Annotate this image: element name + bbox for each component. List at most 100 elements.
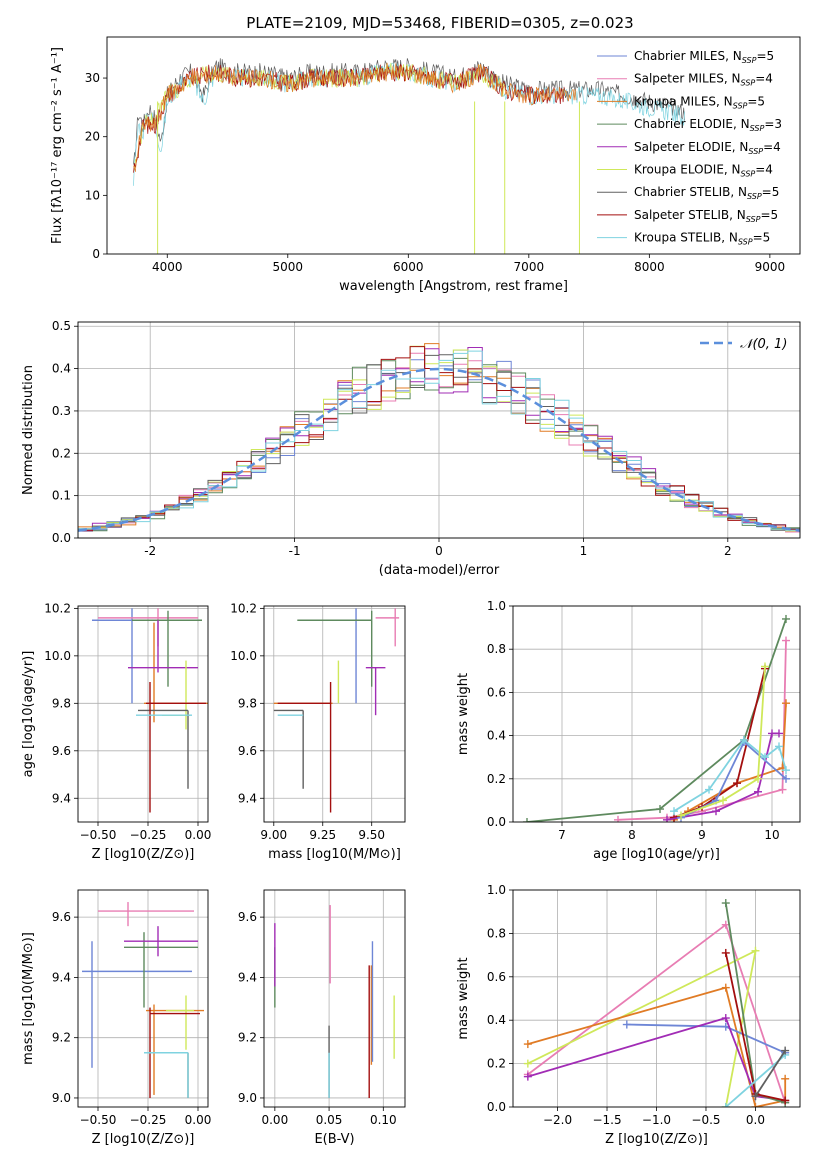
- axes-frame: 4000 5000 6000 7000 8000 9000 0 10 20 30 wavelengt…: [50, 36, 801, 294]
- y-tick-label: 0.5: [52, 319, 71, 333]
- weight-marker-chabrier-elodie: [656, 805, 664, 814]
- normal-curve: [78, 367, 800, 532]
- weight-marker-kroupa-stelib: [782, 766, 790, 775]
- y-tick-label: 0.2: [487, 772, 506, 786]
- x-tick-label: 8: [628, 828, 636, 842]
- grid: [264, 890, 405, 1107]
- grid: [264, 606, 405, 822]
- weight-marker-salpeter-stelib: [733, 779, 741, 788]
- x-tick-label: −1.0: [642, 1113, 671, 1127]
- x-axis-label: (data-model)/error: [379, 563, 500, 578]
- x-tick-label: 10: [764, 828, 779, 842]
- x-tick-label: −0.25: [130, 828, 167, 842]
- x-tick-label: 0.0: [746, 1113, 765, 1127]
- x-tick-label: −0.50: [80, 1113, 117, 1127]
- x-tick-label: 0: [435, 544, 443, 558]
- weight-marker-salpeter-elodie: [721, 1014, 730, 1023]
- weight-marker-salpeter-stelib: [781, 1096, 790, 1105]
- legend-label-salpeter-elodie: Salpeter ELODIE, NSSP=4: [634, 140, 781, 156]
- x-tick-label: 9.00: [260, 828, 287, 842]
- y-tick-label: 0.3: [52, 404, 71, 418]
- x-axis-label: age [log10(age/yr)]: [593, 847, 720, 862]
- x-tick-label: −0.5: [691, 1113, 720, 1127]
- spectrum-line-kroupa-elodie: [133, 62, 505, 170]
- y-tick-label: 0.1: [52, 489, 71, 503]
- legend-label-salpeter-stelib: Salpeter STELIB, NSSP=5: [634, 208, 778, 224]
- weight-marker-salpeter-miles: [614, 815, 622, 822]
- y-axis-label: Normed distribution: [21, 365, 36, 495]
- x-tick-label: −0.25: [130, 1113, 167, 1127]
- x-tick-label: 0.00: [261, 1113, 288, 1127]
- x-tick-label: 6000: [393, 260, 424, 274]
- weight-marker-kroupa-elodie: [523, 1059, 532, 1068]
- weight-marker-kroupa-elodie: [754, 774, 762, 783]
- axes-frame: −2.0 −1.5 −1.0 −0.5 0.0 0.0 0.2 0.4 0.6 0.8 1.0 Z […: [456, 883, 801, 1147]
- y-tick-label: 9.0: [238, 1091, 257, 1105]
- errorbar-salpeter-elodie: [124, 926, 198, 957]
- y-tick-label: 1.0: [487, 599, 506, 613]
- weight-line-kroupa-miles: [527, 986, 787, 1107]
- x-axis-label: wavelength [Angstrom, rest frame]: [339, 279, 568, 294]
- y-tick-label: 0.0: [487, 815, 506, 829]
- errorbar-chabrier-elodie: [132, 610, 202, 687]
- grid: [513, 605, 800, 823]
- y-tick-label: 0.4: [487, 1013, 506, 1027]
- weight-line-kroupa-miles: [673, 703, 787, 821]
- errorbar-chabrier-stelib: [273, 709, 304, 789]
- weight-marker-salpeter-elodie: [663, 815, 671, 822]
- weight-marker-chabrier-miles: [782, 774, 790, 783]
- y-tick-label: 9.4: [52, 970, 71, 984]
- y-tick-label: 30: [85, 71, 100, 85]
- chart-spectrum: 4000 5000 6000 7000 8000 9000 0 10 20 30 wavelengt…: [50, 36, 801, 294]
- x-tick-label: 0.00: [185, 828, 212, 842]
- legend: 𝒩(0, 1): [700, 337, 787, 352]
- legend-label-normal: 𝒩(0, 1): [740, 337, 787, 352]
- y-tick-label: 9.6: [52, 744, 71, 758]
- y-tick-label: 9.6: [238, 910, 257, 924]
- weight-marker-kroupa-elodie: [719, 796, 727, 805]
- chart-weight-vs-age: 7 8 9 10 0.0 0.2 0.4 0.6 0.8 1.0 age [log10(age/yr…: [456, 599, 801, 862]
- y-tick-label: 9.4: [52, 791, 71, 805]
- axes-border: [263, 605, 406, 823]
- axes-frame: −0.50 −0.25 0.00 9.0 9.2 9.4 9.6 Z [log10(Z/Z⊙)…: [21, 889, 211, 1147]
- y-tick-label: 9.2: [52, 1031, 71, 1045]
- errorbar-salpeter-elodie: [128, 620, 198, 673]
- y-tick-label: 9.4: [238, 791, 257, 805]
- errorbar-kroupa-elodie: [166, 995, 194, 1050]
- y-tick-label: 10.2: [230, 601, 257, 615]
- weight-marker-kroupa-stelib: [721, 1103, 730, 1107]
- plot-area: [133, 58, 685, 254]
- y-tick-label: 10.0: [44, 649, 71, 663]
- weight-marker-kroupa-stelib: [775, 742, 783, 751]
- errorbar-kroupa-miles: [146, 1004, 204, 1095]
- x-tick-label: 2: [724, 544, 732, 558]
- weight-marker-chabrier-elodie: [782, 614, 790, 623]
- y-axis-label: mass weight: [456, 957, 471, 1039]
- weight-marker-kroupa-stelib: [705, 785, 713, 794]
- x-tick-label: −1.5: [592, 1113, 621, 1127]
- weight-marker-salpeter-elodie: [523, 1072, 532, 1081]
- y-axis-label: mass [log10(M/M⊙)]: [21, 932, 36, 1065]
- x-tick-label: 9.25: [309, 828, 336, 842]
- x-tick-label: 5000: [273, 260, 304, 274]
- weight-marker-kroupa-miles: [781, 1074, 790, 1083]
- x-tick-label: 1: [580, 544, 588, 558]
- x-tick-label: -2: [144, 544, 156, 558]
- y-tick-label: 0.6: [487, 685, 506, 699]
- x-tick-label: -1: [289, 544, 301, 558]
- x-tick-label: 9: [698, 828, 706, 842]
- weight-marker-chabrier-elodie: [721, 899, 730, 908]
- axes-frame: -2 -1 0 1 2 0.0 0.1 0.2 0.3 0.4 0.5 (data-model)/er…: [21, 319, 801, 578]
- histogram-kroupa-stelib: [78, 350, 800, 538]
- weight-marker-kroupa-stelib: [670, 807, 678, 816]
- y-tick-label: 9.8: [52, 696, 71, 710]
- x-tick-label: 7: [558, 828, 566, 842]
- errorbar-salpeter-stelib: [277, 681, 332, 813]
- weight-marker-kroupa-elodie: [761, 662, 769, 671]
- legend-label-kroupa-elodie: Kroupa ELODIE, NSSP=4: [634, 163, 773, 179]
- legend-label-chabrier-elodie: Chabrier ELODIE, NSSP=3: [634, 117, 782, 133]
- errorbar-chabrier-elodie: [124, 932, 198, 1008]
- weight-marker-kroupa-miles: [782, 699, 790, 708]
- x-axis-label: E(B-V): [314, 1132, 354, 1147]
- y-tick-label: 1.0: [487, 883, 506, 897]
